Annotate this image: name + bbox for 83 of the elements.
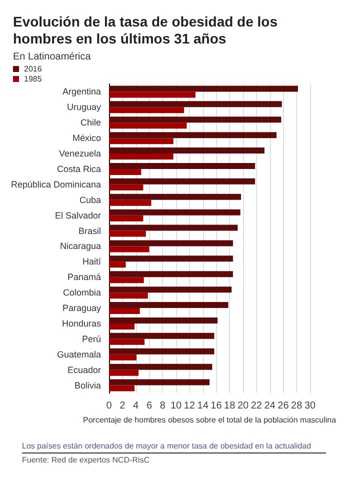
y-tick-label: Nicaragua xyxy=(60,241,102,252)
y-tick-label: Honduras xyxy=(62,318,102,328)
y-tick-label: Haití xyxy=(82,256,102,267)
bar xyxy=(109,194,242,200)
bar xyxy=(109,224,238,231)
bar xyxy=(109,92,196,98)
y-tick-label: Chile xyxy=(80,118,102,128)
bar xyxy=(109,348,214,354)
x-tick-label: 0 xyxy=(106,400,112,412)
bar xyxy=(109,256,233,262)
y-tick-label: Perú xyxy=(82,334,102,344)
x-tick-label: 28 xyxy=(291,400,303,412)
x-tick-label: 12 xyxy=(184,400,196,412)
bar xyxy=(109,240,233,246)
y-tick-label: Uruguay xyxy=(67,102,102,112)
chart-title: Evolución de la tasa de obesidad de los hombres en los últimos 31 años xyxy=(13,14,278,46)
bar xyxy=(109,277,144,284)
bar xyxy=(109,209,240,216)
bar xyxy=(109,364,212,370)
y-tick-label: Paraguay xyxy=(62,303,102,314)
source-note: Fuente: Red de expertos NCD-RisC xyxy=(22,456,150,464)
bar xyxy=(109,317,218,324)
x-tick-label: 22 xyxy=(250,400,262,412)
y-tick-label: Colombia xyxy=(63,288,102,298)
legend-label: 1985 xyxy=(24,74,42,84)
y-tick-label: Bolivia xyxy=(74,380,102,390)
bar xyxy=(109,271,233,278)
bar xyxy=(109,200,152,206)
y-tick-label: Venezuela xyxy=(59,148,102,159)
bar xyxy=(109,154,174,160)
x-tick-label: 16 xyxy=(210,400,222,412)
bar xyxy=(109,178,256,184)
y-tick-label: El Salvador xyxy=(55,210,102,220)
bar xyxy=(109,122,187,129)
y-tick-label: Panamá xyxy=(68,272,102,282)
x-tick-label: 4 xyxy=(133,400,140,412)
bar xyxy=(109,116,282,123)
x-tick-label: 26 xyxy=(278,400,290,412)
bar xyxy=(109,230,146,237)
y-tick-label: México xyxy=(72,133,102,144)
bar xyxy=(109,332,214,339)
bar xyxy=(109,308,140,314)
text: Los países están ordenados de mayor a menor tasa de obesidad en la actualidad xyxy=(22,442,312,450)
x-tick-label: 24 xyxy=(264,400,276,412)
x-tick-label: 2 xyxy=(120,400,126,412)
x-tick-label: 10 xyxy=(170,400,182,412)
bar xyxy=(109,370,139,376)
y-tick-label: Guatemala xyxy=(57,349,102,360)
chart-subtitle: En Latinoamérica xyxy=(13,52,92,62)
bar xyxy=(109,184,144,190)
legend-label: 2016 xyxy=(24,64,42,74)
bar xyxy=(109,323,134,330)
bar xyxy=(109,132,277,138)
bar xyxy=(109,101,282,108)
y-tick-label: República Dominicana xyxy=(10,179,102,190)
bar xyxy=(109,86,298,92)
x-tick-label: 20 xyxy=(237,400,250,412)
y-tick-label: Cuba xyxy=(80,194,102,205)
y-tick-label: Brasil xyxy=(78,226,102,236)
bar xyxy=(109,162,256,169)
bar xyxy=(109,138,174,144)
x-axis-title: Porcentaje de hombres obesos sobre el total de la población masculina xyxy=(83,415,337,424)
bar xyxy=(109,148,264,154)
bar xyxy=(109,262,126,268)
bar xyxy=(109,338,145,345)
x-tick-label: 14 xyxy=(197,400,209,412)
bar xyxy=(109,215,144,222)
bar xyxy=(109,302,228,308)
x-tick-label: 18 xyxy=(224,400,236,412)
bar xyxy=(109,379,210,386)
bar xyxy=(109,168,142,175)
y-tick-label: Costa Rica xyxy=(57,164,102,174)
bar xyxy=(109,385,134,392)
x-tick-label: 6 xyxy=(146,400,152,412)
bar xyxy=(109,354,137,360)
bar xyxy=(109,246,150,252)
bar xyxy=(109,286,232,293)
bar xyxy=(109,107,184,114)
x-tick-label: 30 xyxy=(304,400,316,412)
bar xyxy=(109,292,148,299)
y-tick-label: Argentina xyxy=(62,86,102,97)
y-tick-label: Ecuador xyxy=(68,364,102,375)
x-tick-label: 8 xyxy=(160,400,166,412)
